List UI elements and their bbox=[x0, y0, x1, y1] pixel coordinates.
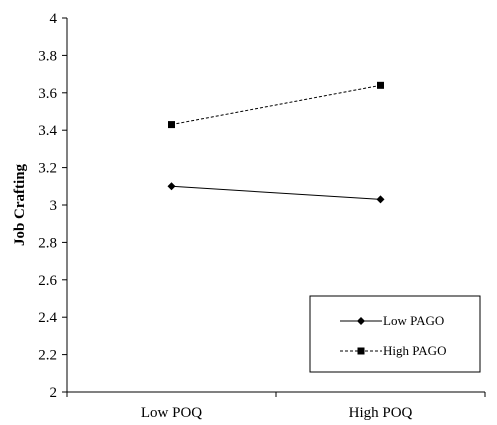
y-tick-label: 3.6 bbox=[38, 86, 57, 102]
y-axis-label: Job Crafting bbox=[12, 163, 28, 246]
y-tick-label: 2 bbox=[50, 385, 58, 401]
legend-swatch-marker bbox=[357, 347, 365, 355]
x-tick-label: Low POQ bbox=[141, 405, 202, 421]
legend-box bbox=[309, 295, 481, 373]
y-tick-label: 3 bbox=[50, 198, 58, 214]
y-tick-label: 2.4 bbox=[38, 310, 57, 326]
legend-label: Low PAGO bbox=[383, 313, 444, 328]
y-tick-label: 2.2 bbox=[38, 348, 57, 364]
data-point bbox=[376, 195, 385, 204]
x-tick-label: High POQ bbox=[349, 405, 413, 421]
y-tick-label: 3.8 bbox=[38, 48, 57, 64]
y-tick-label: 4 bbox=[50, 11, 58, 27]
y-tick-label: 3.4 bbox=[38, 123, 57, 139]
y-tick-label: 3.2 bbox=[38, 161, 57, 177]
data-point bbox=[167, 182, 176, 191]
data-point bbox=[168, 121, 175, 129]
legend-label: High PAGO bbox=[383, 343, 446, 358]
data-point bbox=[377, 81, 384, 89]
series-line bbox=[171, 185, 381, 200]
y-tick-label: 2.8 bbox=[38, 235, 57, 251]
y-tick-label: 2.6 bbox=[38, 273, 57, 289]
legend-swatch-marker bbox=[357, 317, 365, 325]
series-line bbox=[171, 84, 381, 126]
